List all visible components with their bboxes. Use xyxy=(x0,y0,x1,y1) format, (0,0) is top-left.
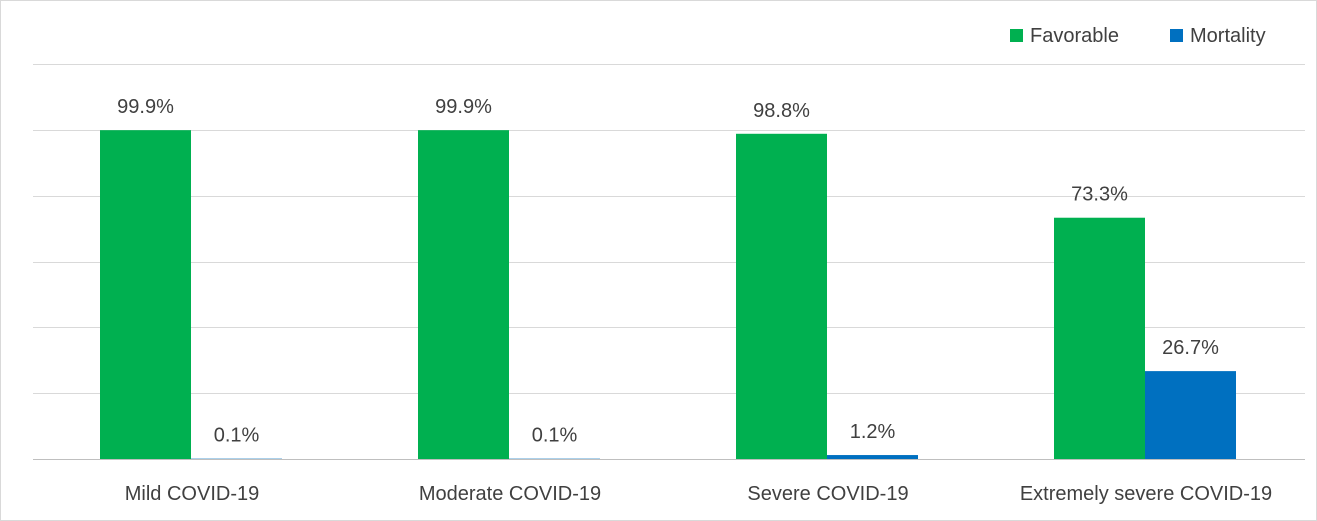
x-tick-label-4: Extremely severe COVID-19 xyxy=(1020,483,1272,505)
data-label-favorable-2: 99.9% xyxy=(435,96,492,118)
bar-favorable-3[interactable] xyxy=(736,133,827,460)
bar-favorable-4[interactable] xyxy=(1054,217,1145,459)
data-label-mortality-2: 0.1% xyxy=(532,425,578,447)
data-label-favorable-1: 99.9% xyxy=(117,96,174,118)
bar-favorable-2[interactable] xyxy=(418,130,509,459)
legend-item-favorable[interactable]: Favorable xyxy=(1010,25,1119,47)
legend-label: Mortality xyxy=(1190,25,1266,47)
x-tick-label-2: Moderate COVID-19 xyxy=(419,483,601,505)
legend-label: Favorable xyxy=(1030,25,1119,47)
x-tick-label-1: Mild COVID-19 xyxy=(125,483,259,505)
legend-item-mortality[interactable]: Mortality xyxy=(1170,25,1266,47)
data-labels: 99.9% 0.1% 99.9% 0.1% 98.8% 1.2% 73.3% 26.7% xyxy=(117,96,1219,447)
legend-swatch xyxy=(1010,29,1023,42)
data-label-mortality-4: 26.7% xyxy=(1162,337,1219,359)
bar-favorable-1[interactable] xyxy=(100,130,191,459)
x-tick-label-3: Severe COVID-19 xyxy=(747,483,908,505)
bar-mortality-3[interactable] xyxy=(827,455,918,459)
data-label-favorable-4: 73.3% xyxy=(1071,184,1128,206)
data-label-mortality-1: 0.1% xyxy=(214,425,260,447)
data-label-favorable-3: 98.8% xyxy=(753,100,810,122)
legend-swatch xyxy=(1170,29,1183,42)
bar-mortality-4[interactable] xyxy=(1145,371,1236,459)
data-label-mortality-3: 1.2% xyxy=(850,421,896,443)
bars xyxy=(100,130,1236,460)
legend[interactable]: Favorable Mortality xyxy=(1010,25,1266,47)
x-tick-labels: Mild COVID-19 Moderate COVID-19 Severe COV… xyxy=(125,483,1272,505)
